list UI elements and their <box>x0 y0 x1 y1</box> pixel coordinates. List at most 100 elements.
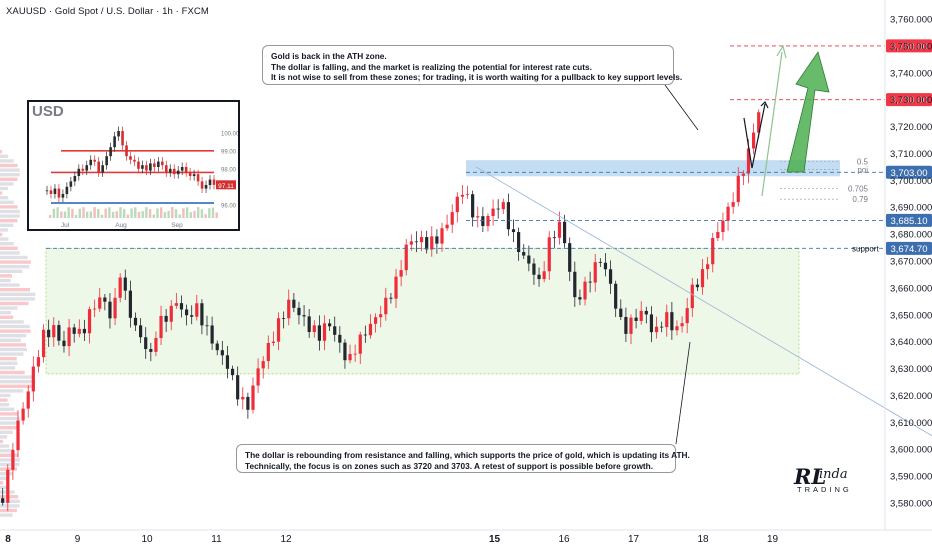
candle-body <box>292 299 296 308</box>
volume-profile-bar <box>0 430 13 434</box>
candle-body <box>481 216 485 227</box>
volume-profile-bar <box>0 352 24 356</box>
inset-candle-body <box>45 190 49 192</box>
candle-body <box>660 326 664 328</box>
volume-profile-bar <box>0 393 11 398</box>
candle-body <box>532 263 536 275</box>
target-arrowhead <box>776 44 787 59</box>
volume-profile-bar <box>0 384 33 388</box>
candle-body <box>133 317 138 326</box>
volume-profile-bar <box>0 150 2 154</box>
inset-candle-body <box>97 161 100 173</box>
candle-body <box>62 340 66 347</box>
inset-x-tick: Jul <box>61 222 70 229</box>
candle-body <box>654 326 659 333</box>
inset-candle-body <box>73 176 77 182</box>
volume-profile-bar <box>0 260 31 264</box>
volume-profile-bar <box>0 255 28 260</box>
volume-profile-bar <box>0 228 8 232</box>
candle-body <box>128 290 132 318</box>
price-tick-label: 3,610.000 <box>890 418 932 429</box>
candle-body <box>302 315 306 317</box>
volume-profile-bar <box>0 274 12 278</box>
candle-body <box>695 284 700 288</box>
candle-body <box>1 498 5 503</box>
inset-candle-body <box>89 159 93 166</box>
candle-body <box>741 173 745 176</box>
inset-volume-bar <box>82 207 85 218</box>
candle-body <box>108 301 112 319</box>
price-tick-label: 3,730.000 <box>890 95 932 106</box>
candle-body <box>47 329 51 338</box>
candle-body <box>72 327 76 334</box>
volume-profile-bar <box>0 209 20 214</box>
inset-volume-bar <box>56 207 59 218</box>
volume-profile-bar <box>0 366 16 370</box>
volume-profile-bar <box>0 306 18 310</box>
projection-path <box>743 103 766 169</box>
inset-candle-body <box>180 167 184 171</box>
price-level-tag <box>886 213 932 227</box>
volume-profile-bar <box>0 324 30 329</box>
candle-body <box>241 396 245 400</box>
price-tick-label: 3,720.000 <box>890 122 932 133</box>
volume-profile-bar <box>0 426 18 430</box>
candle-body <box>26 391 30 409</box>
volume-profile-bar <box>0 265 30 269</box>
candle-body <box>486 215 490 227</box>
candle-body <box>31 366 35 392</box>
candle-body <box>343 342 347 361</box>
inset-volume-bar <box>200 209 204 218</box>
candle-body <box>425 237 429 250</box>
candle-body <box>210 325 214 344</box>
time-tick-label: 9 <box>75 534 81 545</box>
volume-profile-bar <box>0 508 17 513</box>
volume-profile-bar <box>0 389 24 393</box>
price-tick-label: 3,590.000 <box>890 472 932 483</box>
volume-profile-bar <box>0 214 20 218</box>
inset-candle-body <box>61 194 65 198</box>
candle-body <box>726 206 730 221</box>
volume-profile-bar <box>0 334 27 338</box>
volume-profile-bar <box>0 370 25 375</box>
inset-candle-body <box>65 186 69 194</box>
candle-body <box>445 224 449 229</box>
volume-profile-bar <box>0 453 19 457</box>
volume-profile-bar <box>0 320 24 324</box>
candle-body <box>307 316 311 333</box>
candle-body <box>21 408 25 421</box>
analysis-callout-top: Gold is back in the ATH zone. The dollar… <box>262 45 682 85</box>
candle-body <box>603 262 608 270</box>
usd-inset-chart: 100.00 99.00 98.00 97.11 96.00 Jul Aug Sep <box>45 126 240 229</box>
volume-profile-bar <box>0 444 10 448</box>
price-level-label: 3,685.10 <box>891 216 928 227</box>
price-tick-label: 3,680.000 <box>890 230 932 241</box>
inset-volume-bar <box>126 214 130 218</box>
inset-candle-body <box>168 168 172 173</box>
volume-profile-bar <box>0 481 4 485</box>
candle-body <box>149 349 153 352</box>
volume-profile-bar <box>0 403 10 407</box>
inset-candle-body <box>157 161 160 167</box>
price-tick-label: 3,600.000 <box>890 445 932 456</box>
candle-body <box>517 232 521 253</box>
inset-candle-body <box>57 188 61 198</box>
volume-profile-bar <box>0 246 18 250</box>
inset-x-tick: Sep <box>171 222 183 229</box>
candle-body <box>271 341 276 343</box>
candle-body <box>404 244 408 271</box>
volume-profile-bar <box>0 191 3 195</box>
support-label: support <box>852 244 879 253</box>
inset-volume-bar <box>60 211 63 218</box>
candle-body <box>665 312 669 328</box>
inset-candle-body <box>69 181 73 187</box>
volume-profile-bar <box>0 449 15 453</box>
volume-profile-bar <box>0 278 11 283</box>
volume-profile-bar <box>0 462 20 467</box>
inset-candle-body <box>125 145 128 157</box>
candle-body <box>266 342 270 362</box>
candle-body <box>144 337 148 350</box>
analysis-callout-bottom: The dollar is rebounding from resistance… <box>236 444 690 473</box>
candle-body <box>174 303 178 306</box>
